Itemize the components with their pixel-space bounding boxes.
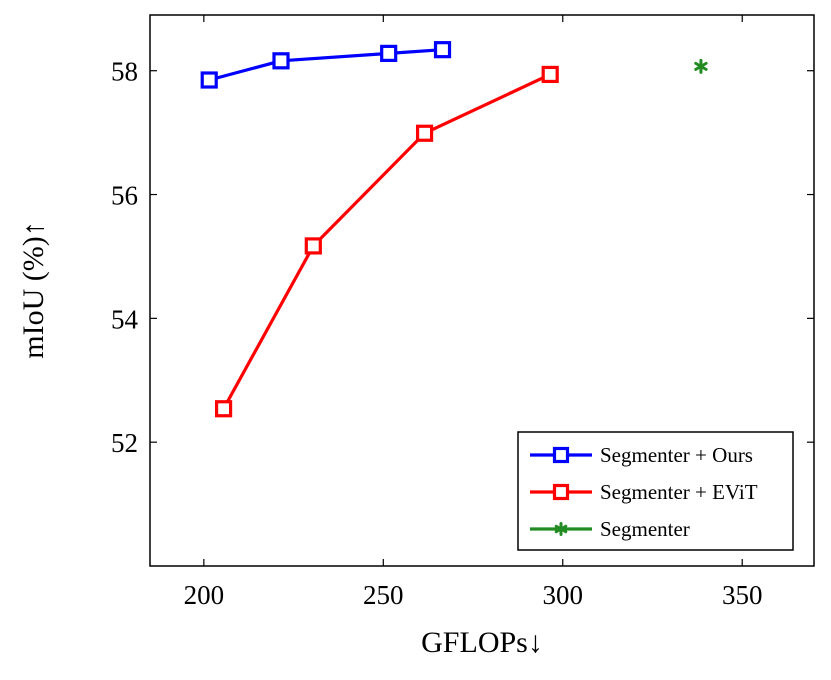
series-1	[214, 65, 559, 418]
legend-entries: Segmenter + Ours Segmenter + EViT Segmente…	[530, 443, 758, 541]
legend-label: Segmenter	[600, 517, 690, 541]
series-line	[208, 48, 443, 82]
legend: Segmenter + Ours Segmenter + EViT Segmente…	[517, 431, 794, 551]
legend-label: Segmenter + EViT	[600, 480, 758, 504]
data-point-marker	[552, 446, 570, 464]
y-tick-label: 54	[111, 304, 139, 334]
plot-frame	[149, 14, 815, 567]
data-point-marker	[554, 522, 568, 536]
legend-entry: Segmenter + Ours	[530, 443, 753, 467]
data-point-marker	[433, 41, 452, 59]
data-point-marker	[214, 400, 233, 418]
legend-label: Segmenter + Ours	[600, 443, 753, 467]
data-point-marker	[272, 52, 290, 70]
data-point-marker	[694, 58, 708, 74]
series-2	[694, 58, 708, 74]
data-point-marker	[304, 237, 322, 255]
axis-ticks: 200 250 300 350 52 54 56 58	[111, 15, 814, 610]
series-0	[200, 41, 452, 89]
data-point-marker	[552, 483, 570, 501]
series-layer	[200, 41, 708, 418]
y-tick-label: 58	[111, 57, 138, 87]
data-point-marker	[380, 44, 398, 62]
y-tick-label: 52	[111, 428, 138, 458]
legend-entry: Segmenter	[530, 517, 690, 541]
y-tick-label: 56	[111, 181, 138, 211]
x-axis-label: GFLOPs↓	[421, 626, 543, 659]
x-tick-label: 200	[184, 580, 225, 610]
data-point-marker	[415, 124, 434, 142]
series-line	[222, 72, 551, 410]
x-tick-label: 300	[543, 580, 584, 610]
x-tick-label: 350	[722, 580, 763, 610]
legend-entry: Segmenter + EViT	[530, 480, 758, 504]
y-axis-label: mIoU (%)↑	[17, 221, 50, 358]
x-tick-label: 250	[363, 580, 404, 610]
data-point-marker	[541, 65, 559, 84]
data-point-marker	[200, 71, 218, 89]
